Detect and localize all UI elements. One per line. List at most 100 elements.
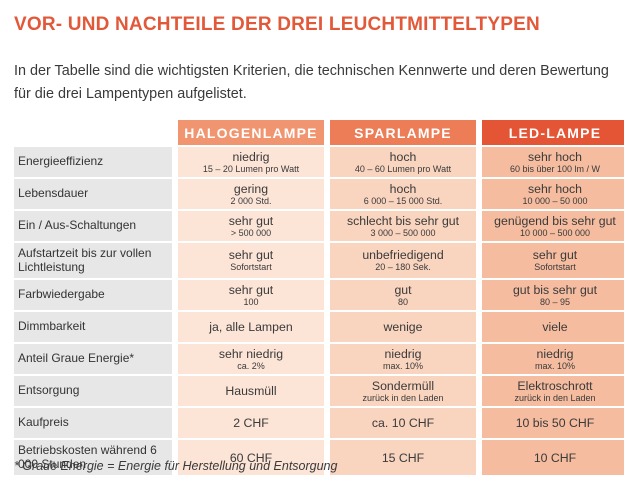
halogen-rating: Hausmüll (225, 384, 277, 398)
spar-detail: 6 000 – 15 000 Std. (363, 195, 443, 206)
led-rating: sehr hoch (527, 149, 582, 164)
halogen-detail: 100 (243, 296, 259, 307)
table-row: Ein / Aus-Schaltungen sehr gut > 500 000 sc… (14, 211, 624, 241)
led-value-cell: sehr hoch 10 000 – 50 000 (482, 179, 624, 209)
halogen-value-cell: sehr gut > 500 000 (178, 211, 324, 241)
spar-value-cell: 15 CHF (330, 440, 476, 475)
spar-detail: max. 10% (382, 360, 424, 371)
table-row: Farbwiedergabe sehr gut 100 gut 80 gut bis se… (14, 280, 624, 310)
spar-value-cell: niedrig max. 10% (330, 344, 476, 374)
led-value-cell: Elektroschrott zurück in den Laden (482, 376, 624, 406)
spar-value-cell: Sondermüll zurück in den Laden (330, 376, 476, 406)
led-rating: viele (542, 320, 568, 334)
halogen-rating: sehr niedrig (218, 346, 284, 361)
led-detail: max. 10% (534, 360, 576, 371)
led-detail: Sofortstart (534, 262, 576, 272)
spar-detail: 80 (397, 296, 408, 307)
criterion-label: Dimmbarkeit (14, 312, 172, 342)
led-rating: 10 bis 50 CHF (515, 416, 595, 430)
halogen-value-cell: Hausmüll (178, 376, 324, 406)
spar-rating: wenige (383, 320, 423, 334)
spar-rating: niedrig (384, 346, 422, 361)
halogen-rating: ja, alle Lampen (209, 320, 293, 334)
spar-rating: Sondermüll (371, 378, 435, 393)
led-detail: 60 bis über 100 lm / W (509, 163, 601, 174)
spar-rating: hoch (389, 149, 417, 164)
spar-value-cell: hoch 40 – 60 Lumen pro Watt (330, 147, 476, 177)
led-rating: sehr gut (532, 248, 578, 262)
led-value-cell: niedrig max. 10% (482, 344, 624, 374)
table-row: Lebensdauer gering 2 000 Std. hoch 6 000 – 1… (14, 179, 624, 209)
halogen-value-cell: 60 CHF (178, 440, 324, 475)
led-value-cell: viele (482, 312, 624, 342)
halogen-rating: sehr gut (228, 248, 274, 262)
page-title: VOR- UND NACHTEILE DER DREI LEUCHTMITTEL… (14, 14, 540, 35)
criterion-label: Energieeffizienz (14, 147, 172, 177)
spar-detail: 20 – 180 Sek. (375, 262, 431, 272)
led-value-cell: sehr gut Sofortstart (482, 243, 624, 278)
halogen-rating: gering (233, 181, 269, 196)
spar-value-cell: hoch 6 000 – 15 000 Std. (330, 179, 476, 209)
spar-value-cell: schlecht bis sehr gut 3 000 – 500 000 (330, 211, 476, 241)
spar-value-cell: unbefriedigend 20 – 180 Sek. (330, 243, 476, 278)
led-detail: 10 000 – 50 000 (522, 195, 588, 206)
spar-rating: gut (394, 282, 412, 297)
halogen-value-cell: sehr gut 100 (178, 280, 324, 310)
halogen-rating: sehr gut (228, 282, 274, 297)
intro-paragraph: In der Tabelle sind die wichtigsten Krit… (14, 63, 609, 102)
led-rating: genügend bis sehr gut (494, 213, 616, 228)
table-header-row: HALOGENLAMPE SPARLAMPE LED-LAMPE (14, 120, 624, 145)
spar-rating: hoch (389, 181, 417, 196)
spar-value-cell: ca. 10 CHF (330, 408, 476, 438)
table-row: Dimmbarkeit ja, alle Lampen wenige viele (14, 312, 624, 342)
criterion-label: Ein / Aus-Schaltungen (14, 211, 172, 241)
header-sparlampe: SPARLAMPE (330, 120, 476, 145)
table-row: Aufstartzeit bis zur vollen Lichtleistun… (14, 243, 624, 278)
footnote: * Graue Energie = Energie für Herstellun… (14, 459, 338, 473)
led-rating: sehr hoch (527, 181, 582, 196)
halogen-detail: > 500 000 (230, 227, 272, 238)
criterion-label: Aufstartzeit bis zur vollen Lichtleistun… (14, 243, 172, 278)
halogen-rating: sehr gut (228, 213, 274, 228)
table-row: Energieeffizienz niedrig 15 – 20 Lumen pro… (14, 147, 624, 177)
led-value-cell: genügend bis sehr gut 10 000 – 500 000 (482, 211, 624, 241)
led-rating: Elektroschrott (517, 378, 593, 393)
comparison-table: HALOGENLAMPE SPARLAMPE LED-LAMPE Energie… (14, 118, 624, 477)
table-row: Entsorgung Hausmüll Sondermüll zurück in de… (14, 376, 624, 406)
criterion-label: Kaufpreis (14, 408, 172, 438)
spar-rating: schlecht bis sehr gut (346, 213, 460, 228)
halogen-value-cell: 2 CHF (178, 408, 324, 438)
halogen-detail: 15 – 20 Lumen pro Watt (202, 163, 300, 174)
halogen-rating: 60 CHF (229, 450, 273, 465)
led-value-cell: sehr hoch 60 bis über 100 lm / W (482, 147, 624, 177)
header-blank-cell (14, 120, 172, 145)
led-detail: zurück in den Laden (514, 392, 596, 403)
halogen-rating: niedrig (232, 149, 270, 164)
header-led-lampe: LED-LAMPE (482, 120, 624, 145)
criterion-label: Anteil Graue Energie* (14, 344, 172, 374)
spar-detail: 3 000 – 500 000 (370, 227, 436, 238)
table-row: Betriebskosten während 6 000 Stunden 60 C… (14, 440, 624, 475)
halogen-detail: Sofortstart (230, 262, 272, 272)
halogen-detail: ca. 2% (237, 360, 265, 371)
spar-value-cell: gut 80 (330, 280, 476, 310)
spar-value-cell: wenige (330, 312, 476, 342)
criterion-label: Farbwiedergabe (14, 280, 172, 310)
halogen-value-cell: sehr gut Sofortstart (178, 243, 324, 278)
halogen-detail: 2 000 Std. (230, 195, 272, 206)
led-rating: gut bis sehr gut (512, 282, 598, 297)
spar-detail: zurück in den Laden (362, 392, 444, 403)
criterion-label: Lebensdauer (14, 179, 172, 209)
led-detail: 80 – 95 (539, 296, 571, 307)
led-detail: 10 000 – 500 000 (519, 227, 591, 238)
led-value-cell: gut bis sehr gut 80 – 95 (482, 280, 624, 310)
table-body: Energieeffizienz niedrig 15 – 20 Lumen pro… (14, 147, 624, 475)
halogen-value-cell: niedrig 15 – 20 Lumen pro Watt (178, 147, 324, 177)
halogen-value-cell: sehr niedrig ca. 2% (178, 344, 324, 374)
spar-rating: unbefriedigend (362, 248, 444, 262)
halogen-rating: 2 CHF (233, 416, 269, 430)
spar-detail: 40 – 60 Lumen pro Watt (354, 163, 452, 174)
led-rating: niedrig (536, 346, 574, 361)
led-value-cell: 10 CHF (482, 440, 624, 475)
halogen-value-cell: ja, alle Lampen (178, 312, 324, 342)
